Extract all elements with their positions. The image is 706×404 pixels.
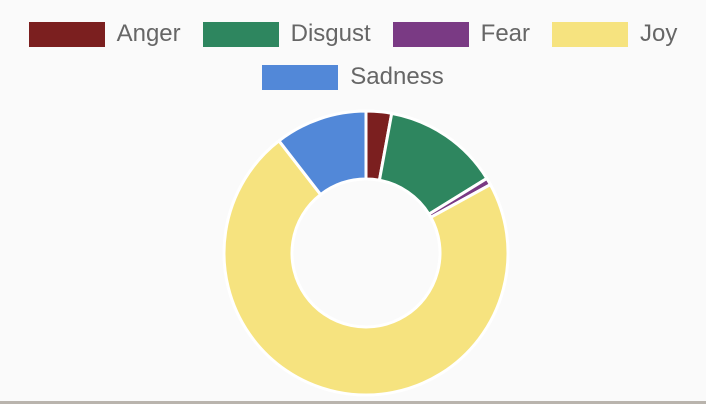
legend-item-disgust[interactable]: Disgust bbox=[202, 20, 371, 48]
slice-joy[interactable] bbox=[222, 139, 510, 397]
legend-item-fear[interactable]: Fear bbox=[392, 20, 531, 48]
slice-sadness[interactable] bbox=[277, 109, 368, 197]
legend-label: Disgust bbox=[290, 20, 371, 47]
legend-label: Sadness bbox=[350, 63, 444, 90]
legend-swatch bbox=[28, 21, 105, 47]
legend: Anger Disgust Fear Joy Sadness bbox=[0, 14, 706, 100]
legend-swatch bbox=[552, 21, 629, 47]
bottom-divider bbox=[0, 401, 706, 404]
legend-item-joy[interactable]: Joy bbox=[552, 20, 677, 48]
legend-label: Anger bbox=[116, 20, 181, 47]
legend-label: Joy bbox=[640, 20, 678, 47]
legend-swatch bbox=[202, 21, 279, 47]
legend-swatch bbox=[262, 64, 339, 90]
legend-row: Sadness bbox=[0, 57, 706, 97]
legend-row: Anger Disgust Fear Joy bbox=[0, 14, 706, 54]
legend-label: Fear bbox=[480, 20, 531, 47]
legend-item-sadness[interactable]: Sadness bbox=[262, 63, 444, 91]
legend-item-anger[interactable]: Anger bbox=[28, 20, 181, 48]
legend-swatch bbox=[392, 21, 469, 47]
